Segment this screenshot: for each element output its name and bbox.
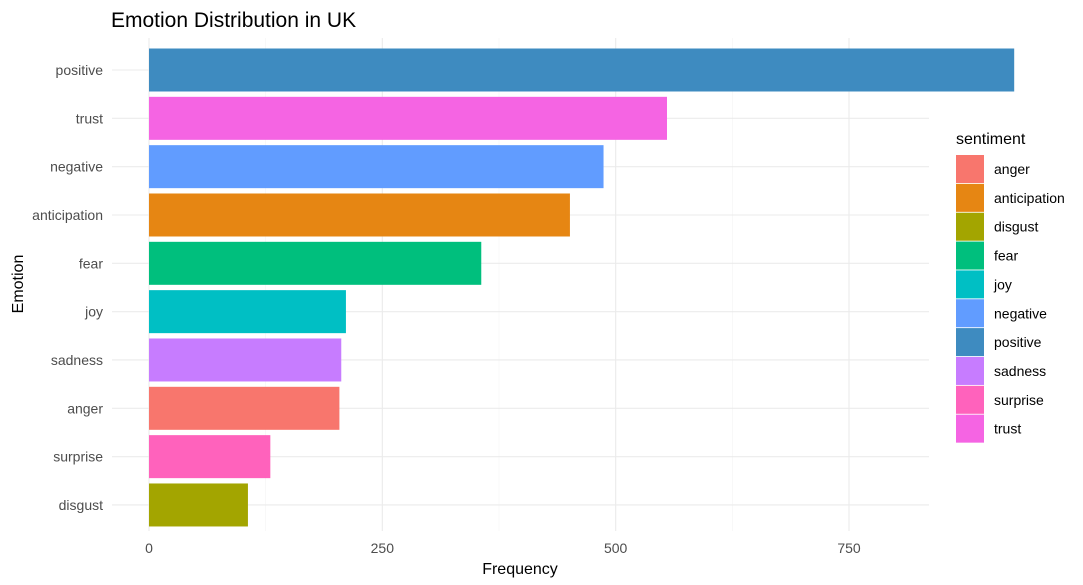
- x-tick-label: 750: [837, 540, 861, 556]
- bar-disgust: [149, 483, 248, 527]
- legend-label: anticipation: [994, 190, 1065, 206]
- y-tick-label: sadness: [51, 352, 103, 368]
- legend-items: anger anticipation disgust fear joy negative p…: [956, 155, 1065, 443]
- bar-anticipation: [149, 193, 570, 237]
- y-tick-label: disgust: [59, 497, 103, 513]
- y-tick-label: fear: [79, 255, 103, 271]
- legend-label: negative: [994, 305, 1047, 321]
- y-tick-label: anger: [67, 400, 103, 416]
- legend-label: disgust: [994, 219, 1038, 235]
- legend-swatch-anger: [956, 155, 984, 183]
- x-tick-label: 0: [145, 540, 153, 556]
- legend-label: anger: [994, 161, 1030, 177]
- bar-positive: [149, 48, 1015, 92]
- bar-negative: [149, 145, 604, 189]
- bar-fear: [149, 241, 482, 285]
- bars: [149, 48, 1015, 527]
- legend-swatch-trust: [956, 414, 984, 443]
- legend-swatch-disgust: [956, 212, 984, 241]
- legend: sentiment anger anticipation disgust fear jo…: [956, 131, 1065, 443]
- x-axis-title: Frequency: [482, 561, 558, 578]
- legend-label: sadness: [994, 363, 1046, 379]
- legend-swatch-surprise: [956, 385, 984, 414]
- y-tick-label: negative: [50, 159, 103, 175]
- y-tick-label: trust: [76, 110, 103, 126]
- y-tick-label: positive: [56, 62, 104, 78]
- legend-swatch-positive: [956, 328, 984, 357]
- bar-sadness: [149, 338, 342, 382]
- y-tick-label: surprise: [53, 449, 103, 465]
- legend-swatch-sadness: [956, 356, 984, 385]
- y-axis-title: Emotion: [10, 255, 27, 314]
- x-tick-label: 500: [604, 540, 628, 556]
- y-tick-labels: positive trust negative anticipation fear joy…: [32, 62, 103, 513]
- bar-trust: [149, 96, 667, 140]
- legend-swatch-negative: [956, 299, 984, 328]
- legend-label: joy: [993, 276, 1012, 292]
- y-tick-label: joy: [84, 304, 103, 320]
- x-tick-label: 250: [371, 540, 395, 556]
- legend-swatch-joy: [956, 270, 984, 299]
- chart-title: Emotion Distribution in UK: [111, 9, 356, 32]
- bar-anger: [149, 386, 340, 430]
- legend-swatch-anticipation: [956, 183, 984, 212]
- bar-joy: [149, 290, 346, 334]
- y-tick-label: anticipation: [32, 207, 103, 223]
- legend-label: trust: [994, 421, 1021, 437]
- legend-title: sentiment: [956, 131, 1026, 148]
- legend-swatch-fear: [956, 241, 984, 270]
- x-tick-labels: 0 250 500 750: [145, 540, 861, 556]
- legend-label: positive: [994, 334, 1042, 350]
- legend-label: fear: [994, 248, 1018, 264]
- legend-label: surprise: [994, 392, 1044, 408]
- bar-surprise: [149, 435, 271, 479]
